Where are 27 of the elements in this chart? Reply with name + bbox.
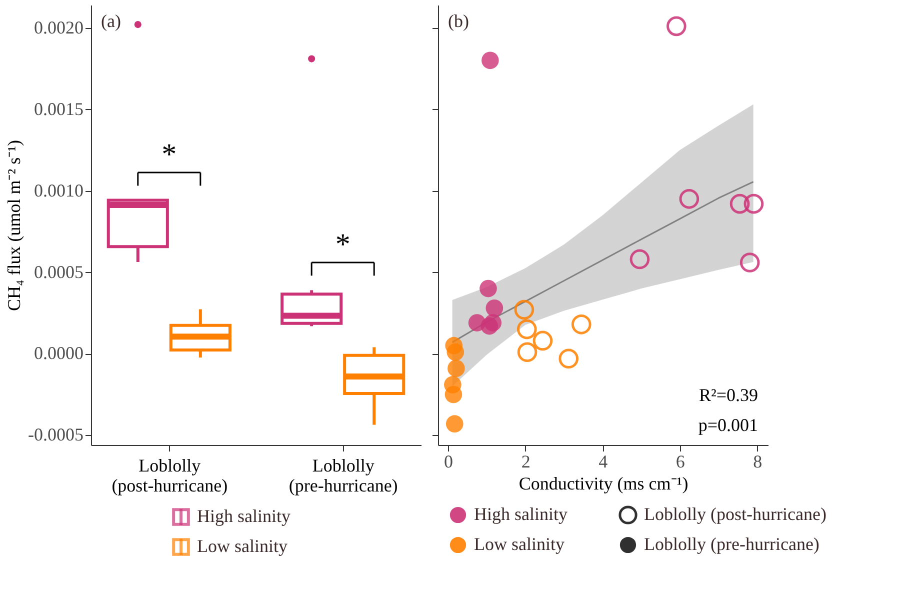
x-tick-label: 4 (598, 452, 608, 472)
legend-label: High salinity (197, 506, 290, 526)
text: Loblolly (post-hurricane) (644, 504, 826, 524)
legend-label: Low salinity (474, 534, 564, 554)
x-tick-label: 8 (753, 452, 762, 472)
x-tick-label: 2 (521, 452, 530, 472)
x-tick-label: 0 (444, 452, 454, 472)
annotation: * (162, 138, 177, 171)
annotation: * (335, 228, 350, 261)
x-tick-label: 6 (676, 452, 685, 472)
y-tick-label: 0.0005 (34, 262, 84, 282)
y-tick-label: 0.0000 (34, 343, 84, 364)
annotation: p=0.001 (698, 415, 758, 435)
x-tick-label: Loblolly (pre-hurricane) (288, 456, 398, 496)
annotation: R²=0.39 (698, 385, 758, 405)
y-tick-label: 0.0010 (34, 180, 84, 200)
annotation: (a) (101, 11, 121, 31)
annotation: (b) (448, 11, 469, 31)
text: Loblolly (pre-hurricane) (644, 534, 820, 554)
legend-label: Low salinity (197, 536, 288, 556)
y-tick-label: -0.0005 (28, 424, 84, 445)
x-axis-title: Conductivity (ms cm⁻¹) (518, 474, 688, 494)
y-axis-title: CH₄ flux (umol m⁻² s⁻¹) (4, 140, 24, 312)
y-tick-label: 0.0020 (34, 17, 84, 38)
y-tick-label: 0.0015 (34, 98, 84, 119)
legend-label: High salinity (474, 504, 568, 524)
x-tick-label: Loblolly (post-hurricane) (112, 456, 228, 496)
